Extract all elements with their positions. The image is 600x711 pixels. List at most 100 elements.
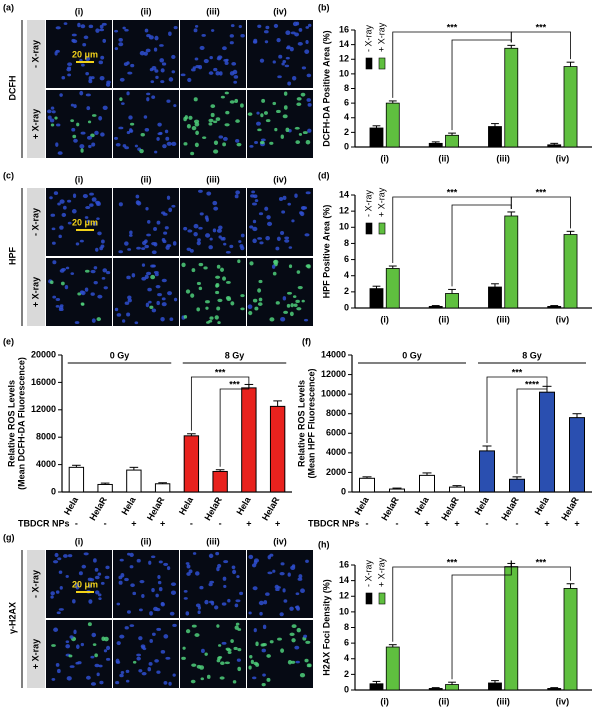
cell-nucleus — [188, 569, 193, 574]
cell-nucleus — [149, 67, 154, 72]
cell-nucleus — [181, 656, 186, 660]
cell-nucleus — [94, 130, 99, 135]
cell-nucleus — [224, 123, 230, 127]
cell-nucleus — [158, 560, 163, 564]
bar — [68, 466, 85, 493]
treatment-mark: - — [486, 518, 489, 528]
cell-nucleus — [290, 31, 296, 35]
cell-nucleus — [118, 250, 123, 254]
cell-nucleus — [146, 271, 152, 276]
cell-nucleus — [223, 242, 227, 246]
cell-nucleus — [194, 122, 200, 127]
cell-nucleus — [225, 280, 231, 284]
cell-nucleus — [85, 56, 91, 62]
cell-nucleus — [90, 76, 95, 80]
cell-nucleus — [285, 46, 291, 50]
cell-nucleus — [217, 321, 221, 325]
cell-nucleus — [305, 640, 311, 644]
treatment-mark: - — [75, 518, 78, 528]
cell-nucleus — [250, 194, 255, 198]
cell-nucleus — [304, 658, 309, 663]
cell-nucleus — [194, 142, 199, 148]
cell-nucleus — [138, 669, 143, 673]
cell-nucleus — [282, 60, 287, 64]
treatment-mark: - — [190, 518, 193, 528]
cell-nucleus — [305, 191, 311, 195]
cell-nucleus — [276, 236, 281, 241]
cell-nucleus — [230, 24, 235, 28]
probe-label: HPF — [7, 246, 17, 265]
cell-nucleus — [272, 271, 277, 276]
cell-nucleus — [288, 264, 293, 269]
cell-nucleus — [295, 21, 300, 26]
row-label: - X-ray — [30, 570, 40, 598]
cell-nucleus — [277, 637, 282, 641]
panel-label: (d) — [318, 170, 330, 180]
x-tick-label: (iii) — [496, 314, 510, 324]
cell-nucleus — [183, 142, 188, 146]
cell-nucleus — [257, 302, 263, 306]
cell-nucleus — [72, 193, 77, 199]
cell-nucleus — [67, 73, 72, 77]
legend-label: - X-ray — [363, 190, 373, 218]
cell-nucleus — [83, 552, 89, 556]
cell-nucleus — [161, 62, 167, 66]
cell-nucleus — [156, 627, 162, 631]
cell-nucleus — [90, 269, 96, 274]
cell-nucleus — [49, 118, 55, 123]
cell-nucleus — [237, 259, 241, 264]
cell-nucleus — [188, 115, 193, 120]
cell-nucleus — [234, 98, 239, 104]
cell-nucleus — [290, 303, 294, 308]
cell-nucleus — [160, 316, 165, 322]
cell-nucleus — [208, 319, 213, 323]
x-tick-label: Hela — [234, 494, 253, 516]
legend-swatch — [378, 57, 386, 70]
cell-nucleus — [238, 240, 242, 243]
cell-nucleus — [67, 221, 72, 225]
cell-nucleus — [148, 661, 153, 666]
x-tick-label: (ii) — [438, 696, 449, 706]
cell-nucleus — [195, 571, 200, 576]
cell-nucleus — [292, 295, 297, 298]
cell-nucleus — [162, 144, 167, 149]
cell-nucleus — [280, 231, 285, 236]
cell-nucleus — [155, 607, 161, 612]
cell-nucleus — [212, 200, 218, 206]
cell-nucleus — [297, 577, 303, 581]
cell-nucleus — [291, 75, 297, 81]
cell-nucleus — [55, 142, 59, 147]
cell-nucleus — [164, 129, 169, 134]
cell-nucleus — [128, 234, 133, 237]
cell-nucleus — [130, 583, 135, 588]
cell-nucleus — [91, 114, 97, 117]
cell-nucleus — [299, 211, 305, 217]
cell-nucleus — [76, 644, 80, 649]
legend-label: + X-ray — [376, 187, 386, 217]
y-tick-label: 2 — [344, 127, 349, 137]
cell-nucleus — [125, 679, 130, 683]
cell-nucleus — [282, 296, 287, 301]
bar — [445, 134, 459, 148]
cell-nucleus — [283, 599, 288, 603]
cell-nucleus — [206, 674, 211, 679]
cell-nucleus — [238, 24, 242, 29]
cell-nucleus — [171, 141, 177, 147]
cell-nucleus — [296, 102, 302, 107]
bar — [504, 47, 519, 148]
cell-nucleus — [235, 599, 241, 603]
cell-nucleus — [85, 71, 89, 76]
cell-nucleus — [225, 110, 230, 115]
cell-nucleus — [129, 122, 135, 126]
bar — [504, 215, 519, 309]
cell-nucleus — [248, 554, 254, 560]
cell-nucleus — [251, 563, 257, 568]
cell-nucleus — [304, 233, 310, 237]
cell-nucleus — [136, 246, 141, 250]
bar — [126, 469, 142, 493]
cell-nucleus — [193, 97, 198, 102]
cell-nucleus — [290, 565, 296, 570]
cell-nucleus — [222, 142, 227, 147]
row-strip — [27, 188, 45, 326]
significance-bracket — [451, 204, 512, 287]
